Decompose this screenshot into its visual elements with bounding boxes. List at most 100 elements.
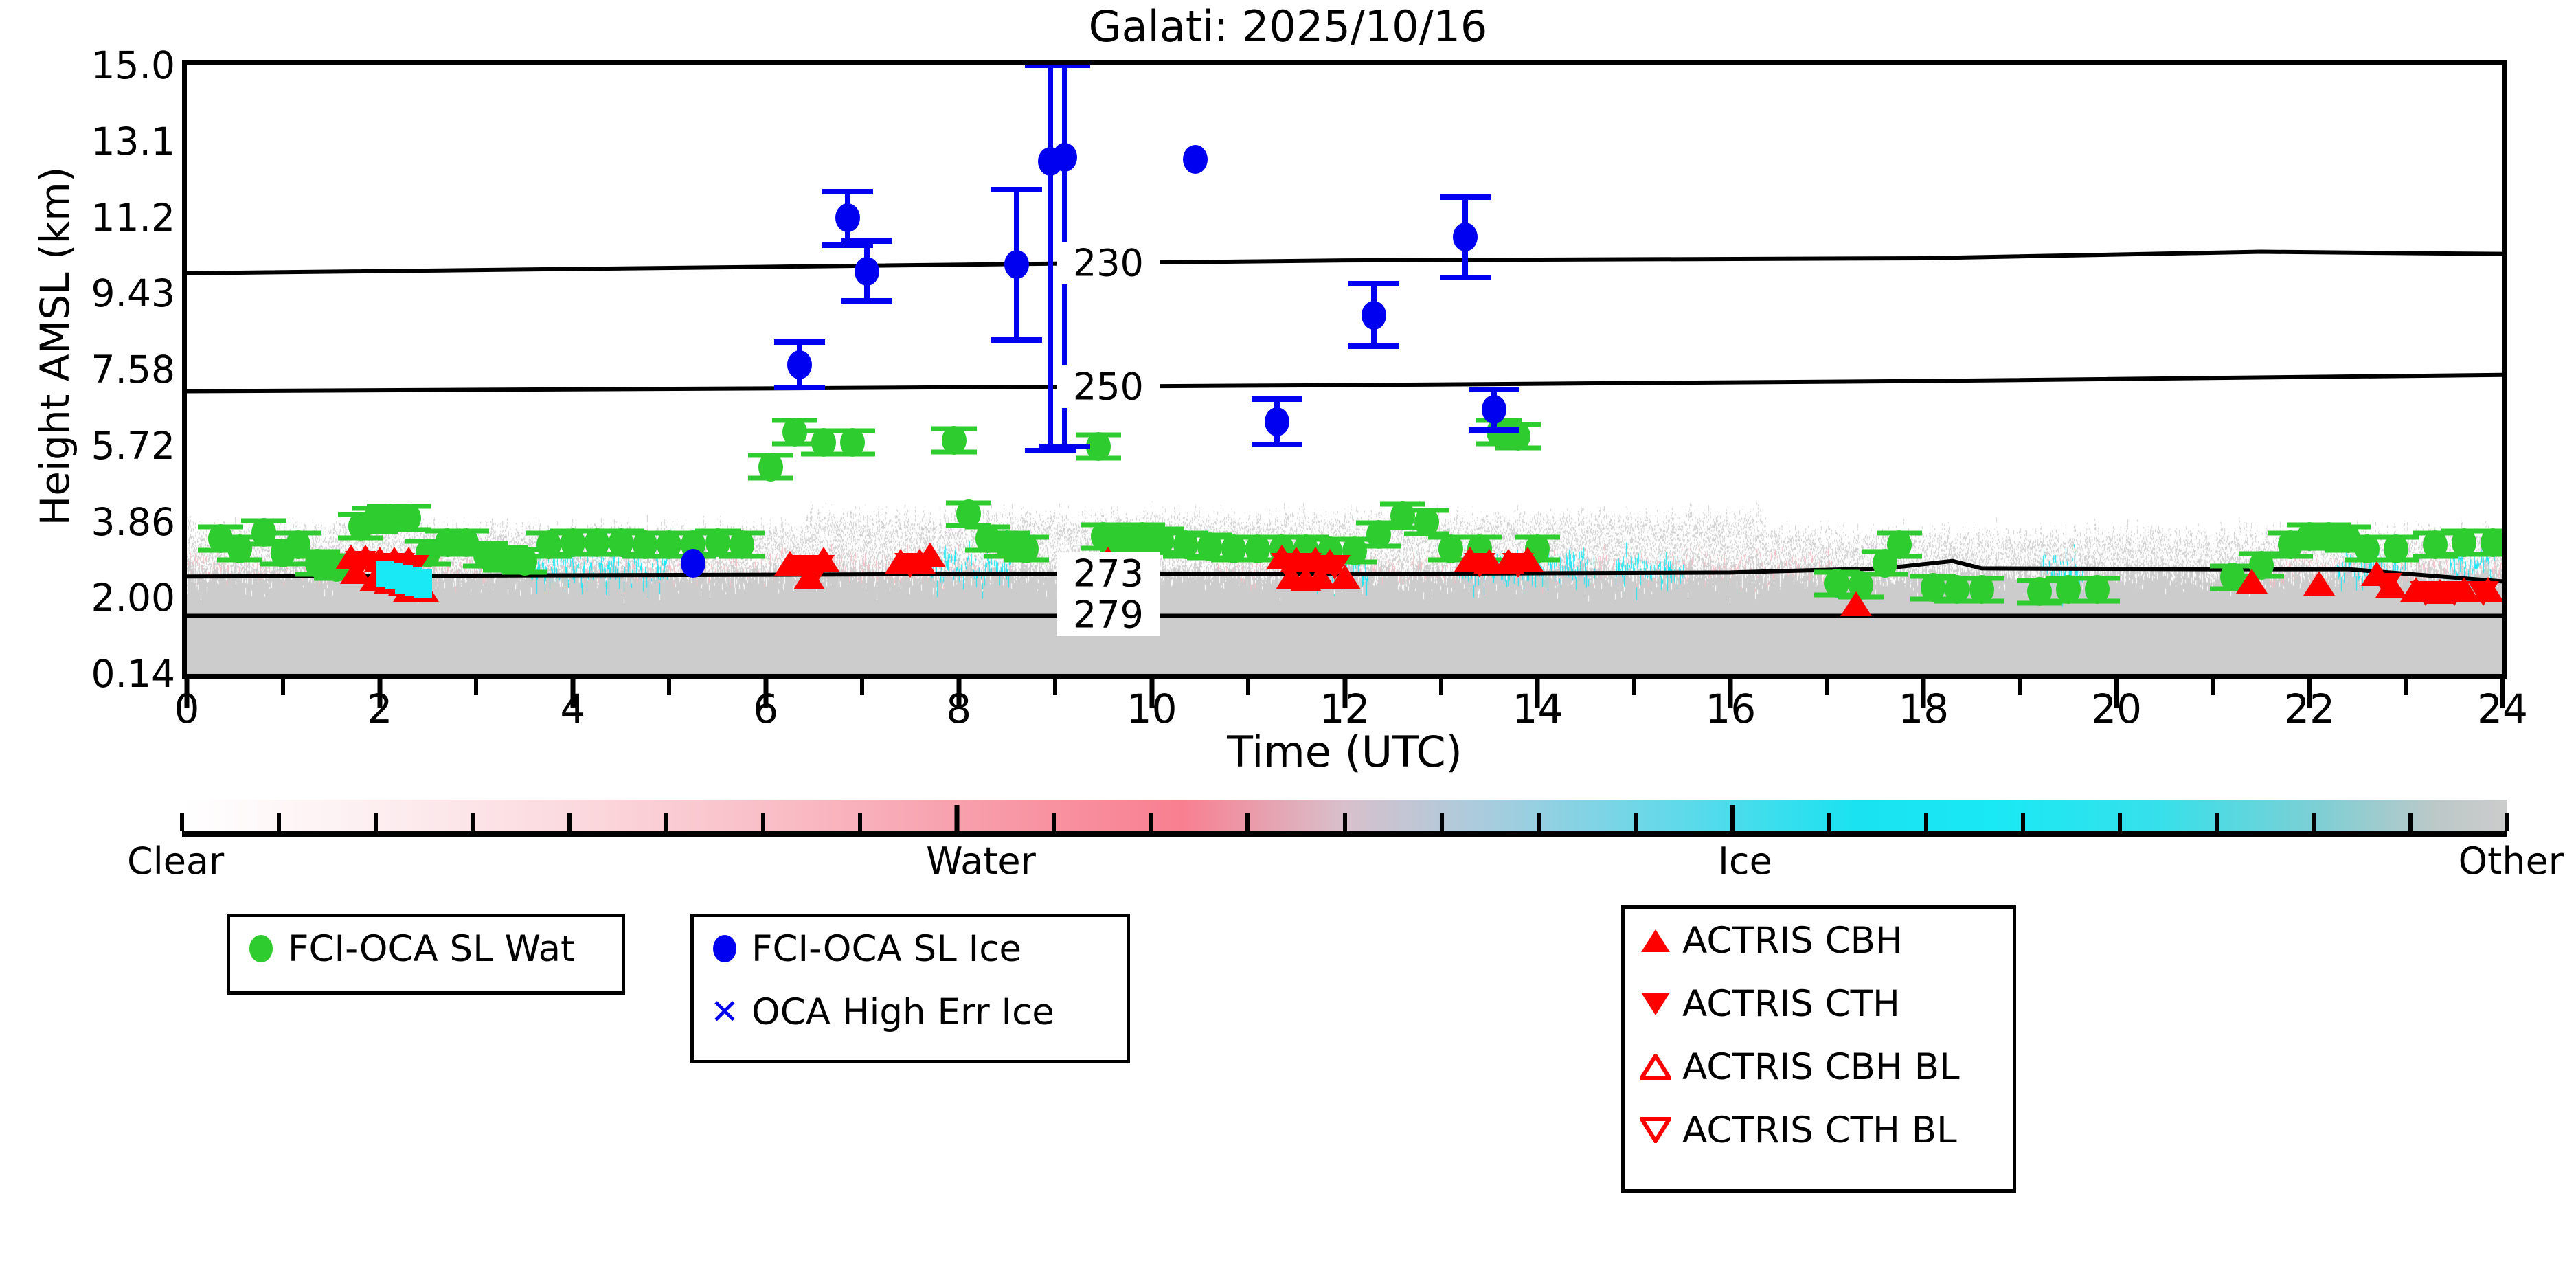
isotherm-label-bg: [1057, 594, 1160, 637]
marker-fci-oca-sl-ice: [1265, 407, 1290, 437]
marker-actris-cth: [803, 554, 835, 580]
y-tick-label: 2.00: [91, 576, 175, 620]
y-tick-label: 11.2: [91, 195, 175, 240]
x-tick-mark: [2307, 679, 2312, 708]
colorbar-tick: [1827, 813, 1831, 831]
legend-item-actris-cbh[interactable]: ACTRIS CBH: [1625, 909, 2013, 972]
triangle-up-filled-icon: [1640, 929, 1671, 952]
marker-actris-cbh: [2235, 569, 2268, 594]
x-tick-mark: [2500, 679, 2505, 708]
error-bar-cap: [991, 186, 1042, 192]
circle-blue-icon: [709, 935, 741, 962]
error-bar-cap: [1469, 427, 1520, 433]
x-tick-mark: [184, 679, 190, 708]
colorbar-tick: [664, 813, 669, 831]
error-bar-cap: [1025, 447, 1076, 453]
x-axis-label: Time (UTC): [1227, 727, 1462, 777]
x-tick-mark: [1728, 679, 1733, 708]
error-bar-cap: [1039, 443, 1091, 449]
marker-actris-cth: [894, 552, 927, 578]
colorbar-tick: [1536, 813, 1541, 831]
y-tick-label: 0.14: [91, 652, 175, 696]
x-tick-minor: [667, 679, 672, 695]
legend-item-fci-oca-sl-wat[interactable]: FCI-OCA SL Wat: [230, 917, 622, 980]
error-bar-cap: [1469, 386, 1520, 392]
marker-fci-oca-sl-wat: [956, 499, 981, 529]
marker-actris-cth: [1502, 552, 1535, 578]
legend-item-actris-cth[interactable]: ACTRIS CTH: [1625, 972, 2013, 1035]
marker-fci-oca-sl-ice: [835, 203, 861, 232]
legend-ice-box: FCI-OCA SL Ice ✕ OCA High Err Ice: [690, 914, 1130, 1063]
isotherm-230: [187, 249, 2502, 275]
marker-fci-oca-sl-ice: [1182, 144, 1208, 174]
colorbar-tick: [374, 813, 379, 831]
plot-inner: 230 250 273 279: [187, 65, 2502, 674]
error-bar-cap: [1252, 396, 1303, 403]
colorbar-tick: [471, 813, 475, 831]
marker-fci-oca-sl-wat: [941, 426, 967, 455]
marker-fci-oca-sl-ice: [1052, 143, 1078, 172]
colorbar-label-water: Water: [926, 839, 1036, 883]
colorbar-tick: [2214, 813, 2219, 831]
isotherm-label: 279: [1072, 593, 1144, 637]
x-tick-mark: [377, 679, 383, 708]
marker-actris-cth: [1464, 552, 1496, 578]
x-tick-minor: [1631, 679, 1636, 695]
marker-fci-oca-sl-wat: [512, 546, 537, 576]
colorbar-tick: [1052, 813, 1057, 831]
y-tick-label: 7.58: [91, 348, 175, 392]
legend-item-actris-cth-bl[interactable]: ACTRIS CTH BL: [1625, 1098, 2013, 1162]
x-tick-minor: [1824, 679, 1829, 695]
error-bar-cap: [773, 339, 825, 345]
colorbar-tick: [1439, 813, 1444, 831]
marker-fci-oca-sl-ice: [787, 350, 812, 379]
marker-fci-oca-sl-wat: [1969, 575, 1994, 605]
colorbar-label-clear: Clear: [127, 839, 225, 883]
colorbar-label-ice: Ice: [1718, 839, 1772, 883]
isotherm-label-bg: [1057, 242, 1160, 285]
marker-fci-oca-sl-wat: [2480, 528, 2502, 557]
colorbar-tick: [858, 813, 863, 831]
legend-item-fci-oca-sl-ice[interactable]: FCI-OCA SL Ice: [694, 917, 1127, 980]
x-tick-minor: [474, 679, 479, 695]
marker-fci-oca-sl-wat: [729, 530, 754, 559]
x-tick-mark: [1921, 679, 1926, 708]
x-tick-minor: [1438, 679, 1443, 695]
colorbar-tick: [1923, 813, 1928, 831]
colorbar-tick: [2117, 813, 2122, 831]
marker-fci-oca-sl-wat: [1506, 422, 1531, 451]
error-bar-cap: [822, 188, 874, 194]
colorbar-tick: [277, 813, 282, 831]
legend-label: ACTRIS CTH: [1682, 982, 1900, 1025]
plot-area: 230 250 273 279: [182, 60, 2507, 679]
error-bar: [1048, 65, 1054, 451]
x-tick-minor: [281, 679, 286, 695]
legend-item-actris-cbh-bl[interactable]: ACTRIS CBH BL: [1625, 1035, 2013, 1098]
bl-ice-bar: [414, 569, 433, 598]
x-tick-minor: [2404, 679, 2408, 695]
chart-title: Galati: 2025/10/16: [1088, 1, 1488, 52]
error-bar-cap: [822, 242, 874, 249]
marker-fci-oca-sl-wat: [227, 534, 253, 563]
y-tick-label: 3.86: [91, 499, 175, 544]
y-axis-label: Height AMSL (km): [32, 166, 78, 526]
y-tick-label: 9.43: [91, 271, 175, 316]
colorbar-tick: [180, 813, 184, 831]
x-tick-mark: [1149, 679, 1155, 708]
marker-fci-oca-sl-ice: [855, 256, 880, 286]
colorbar-tick: [2408, 813, 2413, 831]
colorbar-tick: [1245, 813, 1250, 831]
marker-fci-oca-sl-ice: [681, 548, 706, 578]
legend-item-oca-high-err-ice[interactable]: ✕ OCA High Err Ice: [694, 980, 1127, 1043]
colorbar-tick: [761, 813, 766, 831]
marker-fci-oca-sl-ice: [1482, 395, 1507, 425]
marker-actris-cbh: [1840, 591, 1872, 617]
x-tick-mark: [570, 679, 576, 708]
marker-actris-cth: [2409, 581, 2441, 607]
colorbar-tick: [954, 805, 960, 831]
triangle-down-open-icon: [1640, 1117, 1671, 1143]
marker-fci-oca-sl-wat: [1086, 431, 1111, 461]
marker-fci-oca-sl-wat: [1887, 530, 1912, 559]
isotherm-250: [187, 372, 2502, 394]
x-tick-mark: [956, 679, 962, 708]
